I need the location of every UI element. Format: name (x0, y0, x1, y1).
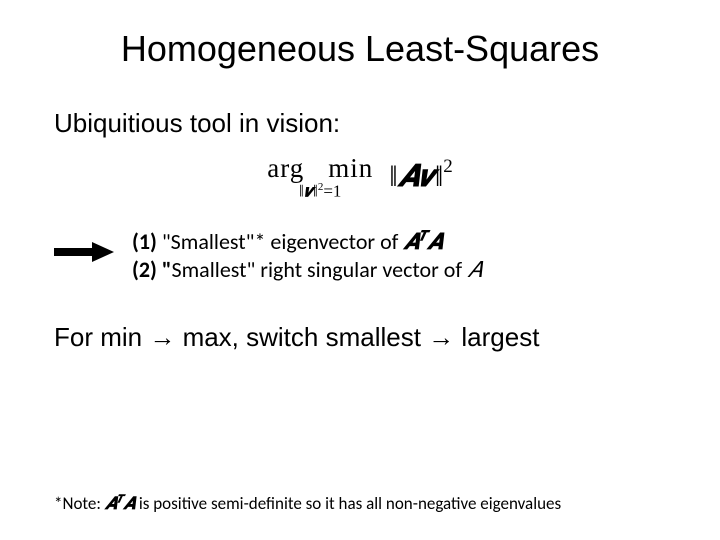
method-2-num: (2) (132, 256, 157, 283)
method-2-text: Smallest" right singular vector of (172, 256, 468, 283)
intro-text: Ubiquitious tool in vision: (54, 108, 670, 139)
arrow-right-icon (54, 242, 114, 267)
norm-open: ‖ (389, 160, 397, 194)
methods-row: (1) "Smallest"* eigenvector of 𝑨𝑻𝑨 (2) "… (54, 228, 670, 284)
method-1-exponent: 𝑻 (419, 229, 427, 244)
footnote-suffix: is positive semi-definite so it has all … (135, 493, 561, 514)
argmin-top: argmin (267, 153, 373, 184)
method-2: (2) "Smallest" right singular vector of … (132, 256, 482, 284)
switch-line: For min → max, switch smallest → largest (54, 322, 670, 353)
constraint-eq: =1 (323, 182, 341, 201)
method-1-num: (1) (132, 228, 157, 255)
argmin-operator: argmin ‖𝒗‖2=1 (267, 153, 373, 202)
method-2-mat: 𝐴 (467, 257, 482, 282)
footnote-prefix: *Note: (54, 493, 105, 514)
slide-container: Homogeneous Least-Squares Ubiquitious to… (0, 0, 720, 540)
norm-exponent: 2 (443, 156, 453, 178)
arg-label: arg (267, 153, 304, 183)
norm-close: ‖ (435, 160, 443, 194)
method-1-text: "Smallest"* eigenvector of (157, 228, 404, 255)
footnote: *Note: 𝑨𝑻𝑨 is positive semi-definite so … (54, 493, 561, 514)
equation: argmin ‖𝒗‖2=1 ‖𝑨𝒗‖2 (50, 153, 670, 202)
footnote-matA: 𝑨 (105, 494, 117, 513)
min-label: min (328, 153, 373, 183)
method-2-text-a: " (157, 256, 172, 283)
constraint-var: 𝒗 (304, 182, 313, 201)
method-2-quote-open: " (162, 256, 172, 283)
footnote-matA2: 𝑨 (123, 494, 135, 513)
norm-expression: ‖𝑨𝒗‖2 (389, 160, 453, 194)
argmin-constraint: ‖𝒗‖2=1 (299, 181, 341, 202)
method-1-matA: 𝑨 (403, 229, 418, 254)
method-1-matA2: 𝑨 (427, 229, 442, 254)
slide-title: Homogeneous Least-Squares (50, 28, 670, 70)
norm-content: 𝑨𝒗 (398, 160, 435, 194)
method-1: (1) "Smallest"* eigenvector of 𝑨𝑻𝑨 (132, 228, 482, 256)
methods-list: (1) "Smallest"* eigenvector of 𝑨𝑻𝑨 (2) "… (132, 228, 482, 284)
